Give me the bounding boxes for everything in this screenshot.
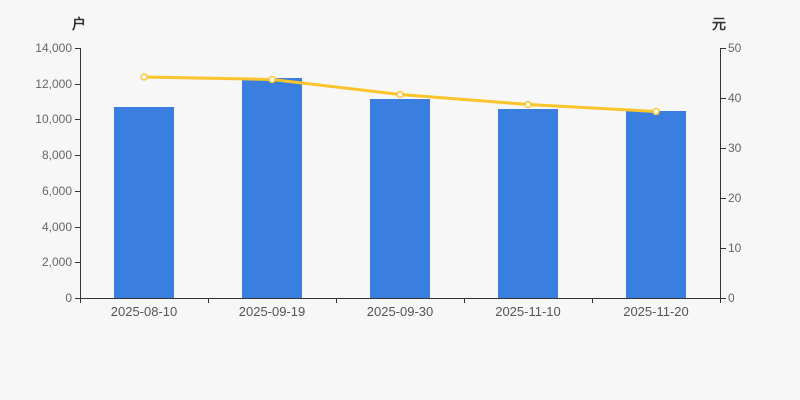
right-axis-tick <box>721 148 726 149</box>
line-marker-2025-08-10 <box>140 73 148 81</box>
right-axis-tick-label: 30 <box>728 141 742 155</box>
left-axis-tick-label: 0 <box>65 291 72 305</box>
right-axis-tick <box>721 248 726 249</box>
left-axis-line <box>80 48 81 299</box>
left-axis-tick <box>75 119 80 121</box>
x-axis-tick <box>592 298 593 303</box>
bar-2025-08-10 <box>114 106 174 298</box>
right-axis-tick-label: 40 <box>728 91 742 105</box>
bar-2025-09-30 <box>370 98 430 298</box>
right-axis-tick-label: 0 <box>728 291 735 305</box>
right-axis-tick <box>721 298 726 299</box>
left-axis-tick <box>75 190 80 192</box>
left-axis-tick-label: 8,000 <box>41 148 72 163</box>
left-axis-tick-label: 14,000 <box>35 41 72 55</box>
x-axis-category-label: 2025-11-20 <box>623 304 689 319</box>
x-axis-category-label: 2025-08-10 <box>110 304 178 319</box>
left-axis-tick <box>75 262 80 264</box>
right-axis-tick-label: 20 <box>728 191 742 205</box>
x-axis-category-label: 2025-11-10 <box>495 304 561 319</box>
right-axis-tick <box>721 48 726 49</box>
bar-2025-09-19 <box>242 78 302 298</box>
left-axis-tick-label: 4,000 <box>41 219 72 234</box>
bar-2025-11-20 <box>626 110 686 298</box>
left-axis-tick-label: 6,000 <box>41 183 72 198</box>
x-axis-category-label: 2025-09-30 <box>366 304 434 319</box>
left-axis-tick <box>75 226 80 228</box>
right-axis-tick <box>721 98 726 99</box>
x-axis-tick <box>720 298 721 303</box>
left-axis-title: 户 <box>72 16 86 32</box>
right-axis-title: 元 <box>712 16 726 32</box>
left-axis-tick <box>75 83 80 85</box>
bar-2025-11-10 <box>498 108 558 298</box>
left-axis-tick-label: 2,000 <box>41 255 72 270</box>
left-axis-tick-label: 12,000 <box>35 76 72 91</box>
x-axis-tick <box>464 298 465 303</box>
left-axis-tick <box>75 298 80 299</box>
left-axis-tick-label: 10,000 <box>35 112 72 127</box>
right-axis-tick <box>721 198 726 199</box>
x-axis-tick <box>80 298 81 303</box>
x-axis-tick <box>208 298 209 303</box>
line-marker-2025-11-10 <box>524 100 532 109</box>
x-axis-tick <box>336 298 337 303</box>
x-axis-line <box>80 298 721 299</box>
right-axis-tick-label: 10 <box>728 241 742 255</box>
left-axis-tick <box>75 155 80 157</box>
x-axis-category-label: 2025-09-19 <box>238 304 306 319</box>
right-axis-tick-label: 50 <box>728 41 742 55</box>
right-axis-line <box>720 48 721 299</box>
line-marker-2025-09-30 <box>396 90 404 99</box>
left-axis-tick <box>75 48 80 49</box>
